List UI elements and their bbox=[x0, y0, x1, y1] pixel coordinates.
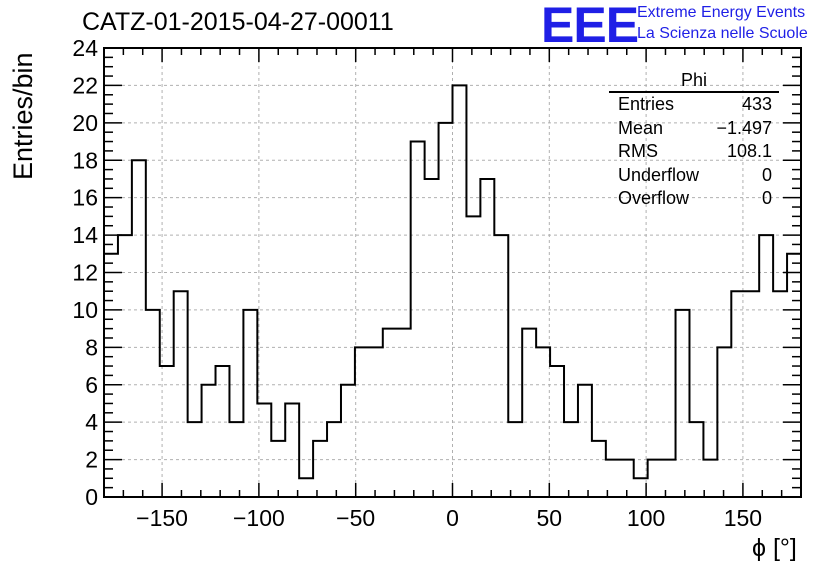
stats-title: Phi bbox=[609, 70, 779, 93]
y-tick-label: 20 bbox=[72, 110, 98, 136]
stats-value: −1.497 bbox=[716, 117, 772, 138]
stats-row-entries: Entries 433 bbox=[609, 93, 779, 117]
stats-label: Overflow bbox=[618, 188, 690, 208]
stats-label: RMS bbox=[618, 141, 658, 161]
y-tick-label: 0 bbox=[85, 484, 98, 510]
histogram-outline bbox=[103, 84, 802, 497]
y-tick-label: 18 bbox=[72, 147, 98, 173]
y-tick-label: 8 bbox=[85, 334, 98, 360]
brand-line-1: Extreme Energy Events bbox=[637, 4, 806, 21]
x-tick-label: 50 bbox=[537, 505, 563, 531]
x-axis-ticks: −150 −100 −50 0 50 100 150 bbox=[122, 48, 783, 531]
stats-value: 0 bbox=[761, 164, 772, 185]
stats-value: 0 bbox=[761, 188, 772, 208]
x-axis-label: ϕ [°] bbox=[752, 534, 797, 562]
stats-box: Phi Entries 433 Mean −1.497 RMS 108.1 Un… bbox=[609, 70, 779, 211]
stats-value: 108.1 bbox=[726, 141, 772, 161]
stats-value: 433 bbox=[741, 94, 772, 114]
y-tick-label: 10 bbox=[72, 297, 98, 323]
y-tick-label: 2 bbox=[85, 447, 98, 473]
brand-line-2: La Scienza nelle Scuole bbox=[637, 25, 808, 42]
x-tick-label: 0 bbox=[446, 505, 459, 531]
y-tick-label: 6 bbox=[85, 372, 98, 398]
grid-lines bbox=[104, 48, 801, 497]
y-axis-label: Entries/bin bbox=[8, 52, 38, 180]
x-tick-label: −50 bbox=[336, 505, 375, 531]
y-tick-label: 14 bbox=[72, 222, 98, 248]
stats-row-mean: Mean −1.497 bbox=[609, 117, 779, 141]
y-tick-label: 24 bbox=[72, 35, 98, 61]
stats-label: Underflow bbox=[618, 164, 700, 185]
y-tick-label: 4 bbox=[85, 409, 98, 435]
x-tick-label: −100 bbox=[233, 505, 285, 531]
x-tick-label: 100 bbox=[627, 505, 665, 531]
y-tick-label: 22 bbox=[72, 72, 98, 98]
stats-row-rms: RMS 108.1 bbox=[609, 140, 779, 164]
chart-title: CATZ-01-2015-04-27-00011 bbox=[82, 8, 394, 36]
eee-logo: EEE bbox=[541, 0, 639, 53]
stats-row-underflow: Underflow 0 bbox=[609, 164, 779, 188]
x-tick-label: 150 bbox=[724, 505, 762, 531]
stats-label: Entries bbox=[618, 94, 675, 114]
x-tick-label: −150 bbox=[136, 505, 188, 531]
stats-row-overflow: Overflow 0 bbox=[609, 187, 779, 211]
y-tick-label: 16 bbox=[72, 185, 98, 211]
stats-label: Mean bbox=[618, 117, 664, 138]
y-tick-label: 12 bbox=[72, 260, 98, 286]
